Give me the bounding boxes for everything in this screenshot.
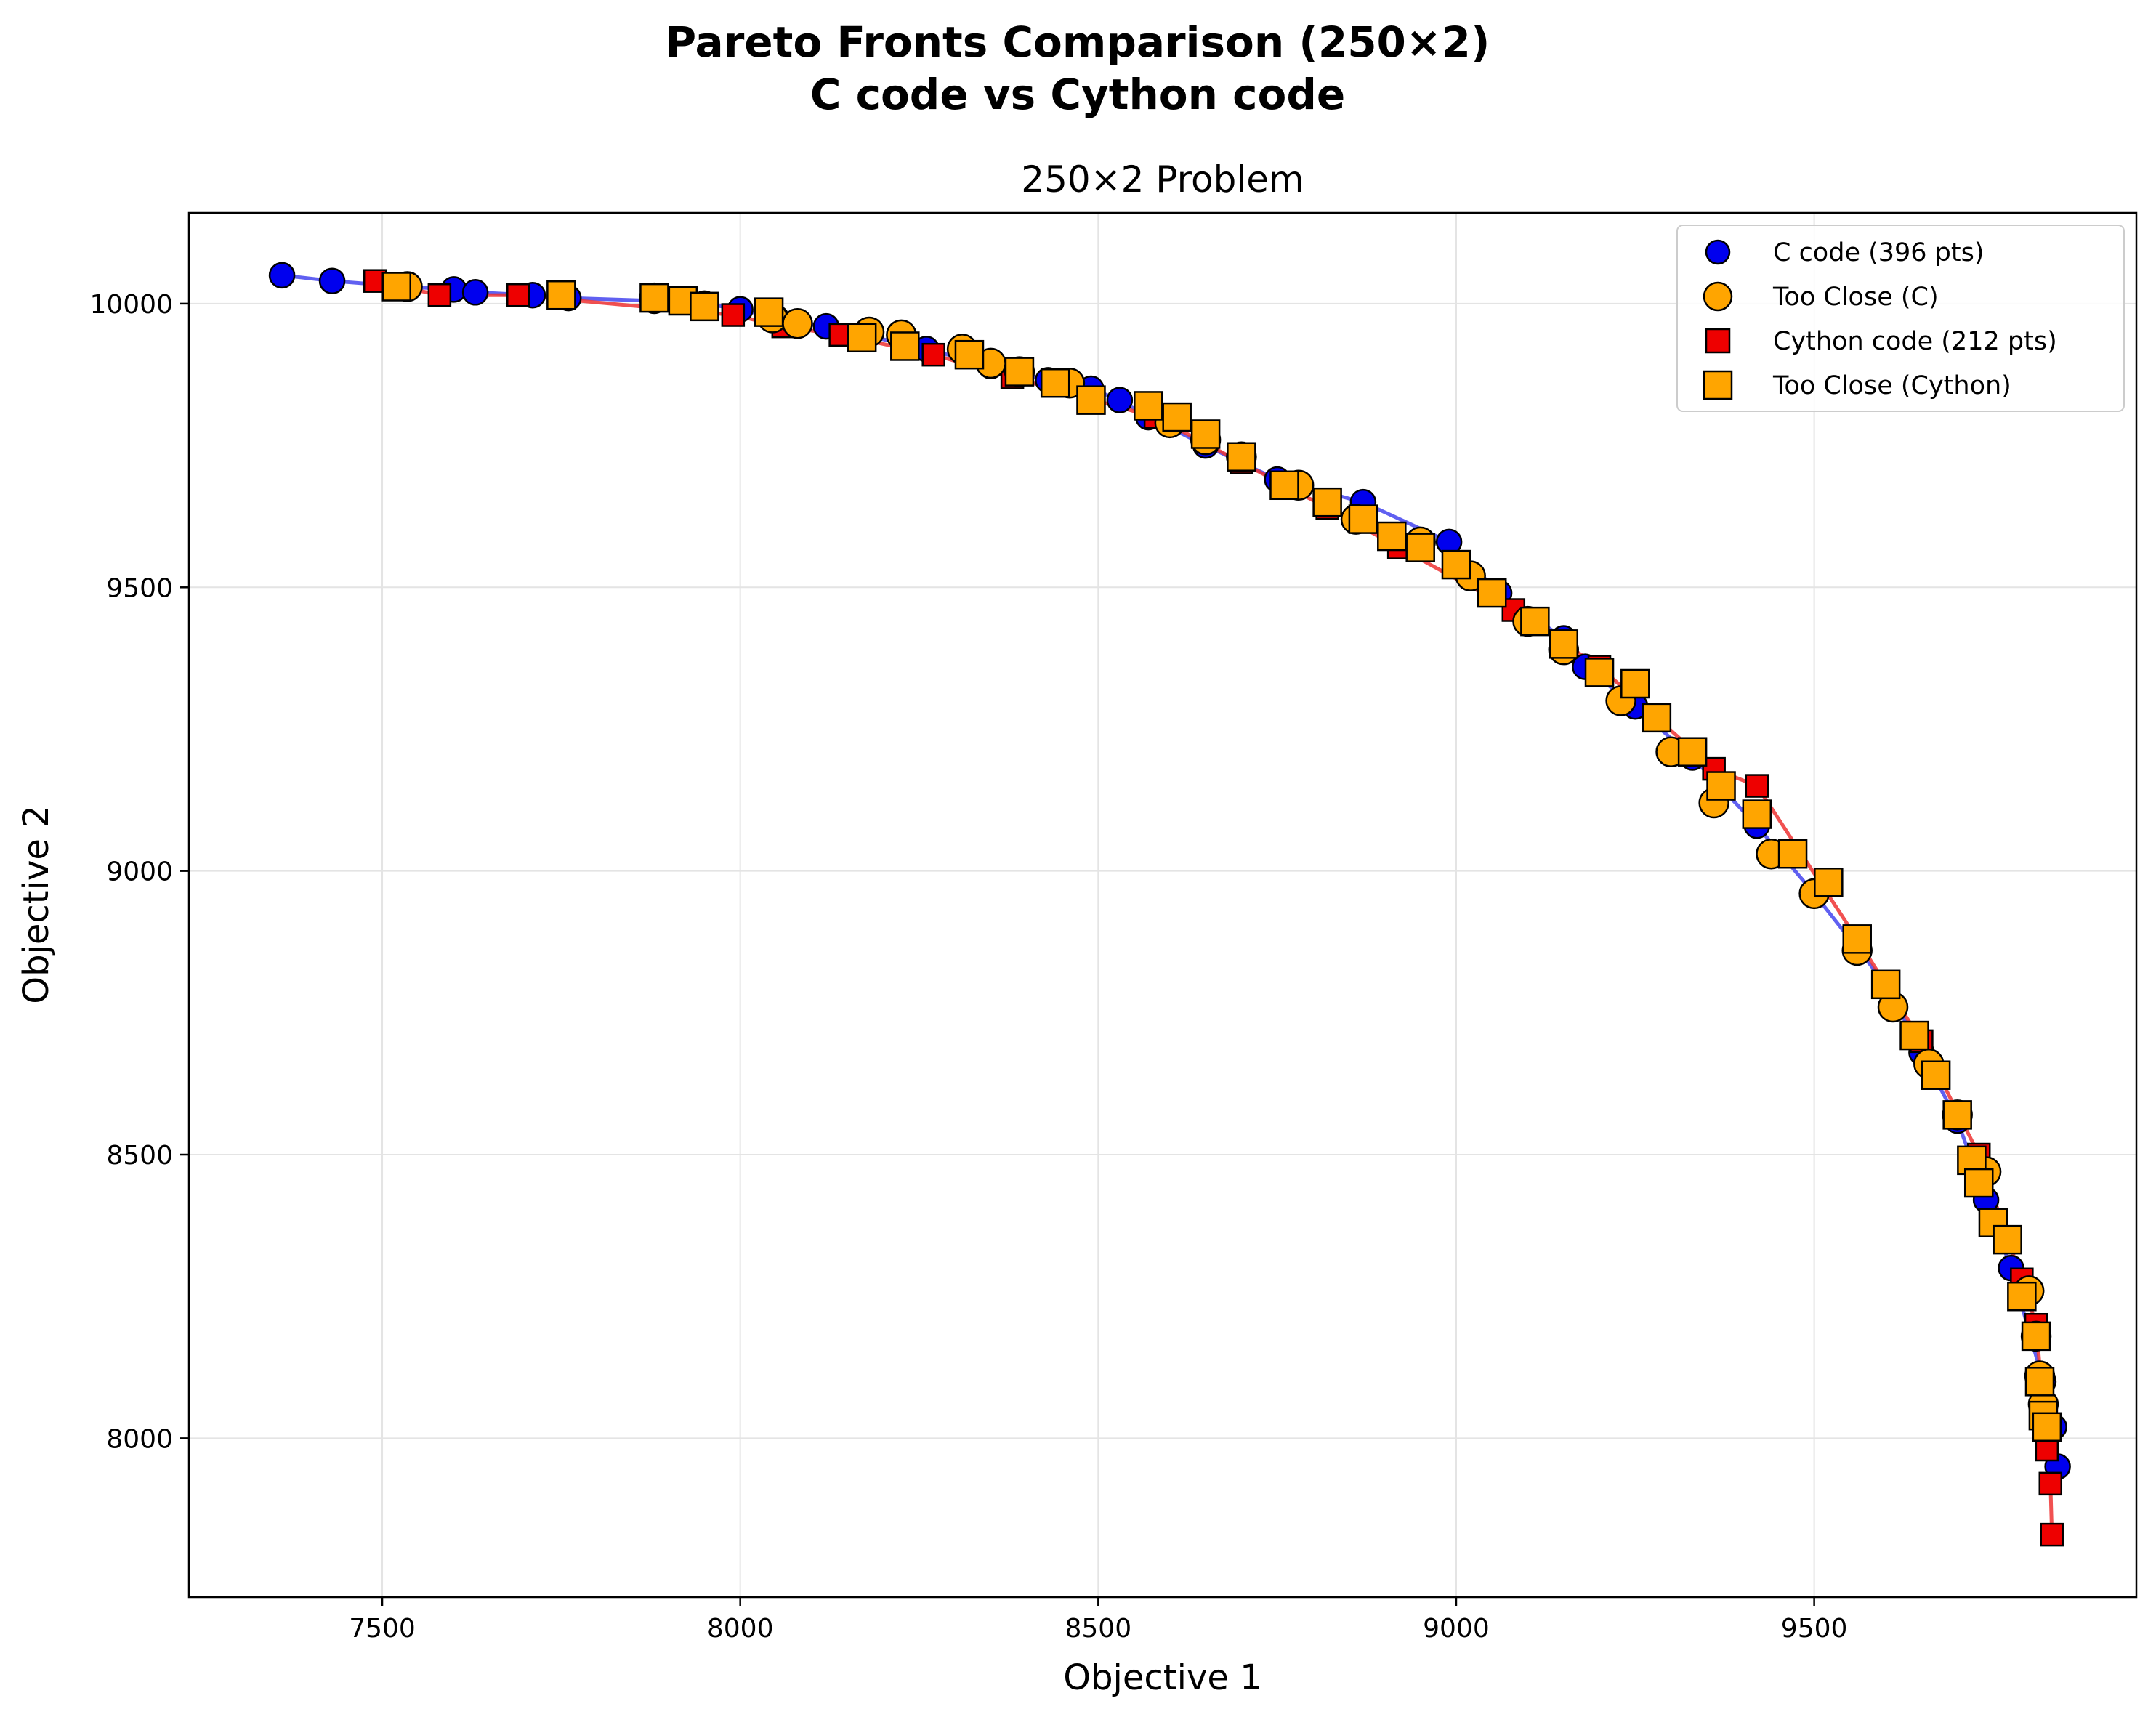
too-close-cython-point [639,283,669,313]
figure-title-line-1: Pareto Fronts Comparison (250×2) [666,17,1490,67]
too-close-cython-point [1441,549,1471,580]
too-close-cython-point [1040,368,1070,398]
too-close-cython-point [1377,521,1407,552]
c-code-point [268,262,296,289]
too-close-cython-point [1842,924,1872,954]
x-tick-label: 9500 [1781,1614,1848,1644]
too-close-cython-point [1190,419,1221,449]
too-close-cython-point [1004,357,1035,387]
cython-code-point [921,342,945,367]
too-close-cython-point [1963,1168,1994,1198]
too-close-cython-point [1814,868,1844,897]
too-close-cython-point [1520,606,1550,637]
too-close-cython-point [1584,658,1615,687]
too-close-cython-point [1076,385,1106,415]
too-close-cython-point [1348,504,1378,534]
x-tick-label: 8500 [1065,1614,1132,1644]
cython-code-point [506,283,530,307]
y-tick-label: 8500 [106,1141,173,1171]
legend-marker-too-close-cython [1703,370,1733,400]
y-tick-label: 9500 [106,573,173,603]
y-axis-ticks: 8000 8500 9000 9500 10000 [89,290,189,1454]
legend-label-c-code: C code (396 pts) [1773,238,1985,267]
cython-code-point [427,283,452,307]
y-tick-label: 10000 [89,290,173,320]
too-close-cython-point [2021,1321,2051,1352]
too-close-cython-point [1312,487,1342,517]
cython-code-point [1745,774,1769,798]
too-close-cython-point [1677,737,1708,767]
too-close-cython-point [847,323,877,353]
too-close-cython-point [1162,402,1192,432]
c-code-point [461,279,489,306]
too-close-cython-point [1777,839,1808,869]
too-close-cython-point [1549,629,1579,659]
too-close-cython-point [1620,668,1650,699]
too-close-cython-point [381,272,411,302]
x-axis-label: Objective 1 [1063,1657,1261,1698]
too-close-cython-point [954,339,985,370]
x-tick-label: 7500 [349,1614,416,1644]
too-close-cython-point [754,297,784,327]
legend-marker-c-code [1705,239,1731,265]
too-close-cython-point [1134,391,1163,421]
legend-label-cython-code: Cython code (212 pts) [1773,327,2057,356]
legend-label-too-close-c: Too Close (C) [1772,283,1939,312]
legend-marker-too-close-c [1703,281,1733,312]
c-code-point [318,267,346,294]
too-close-cython-point [1269,470,1299,501]
legend-marker-cython-code [1705,328,1731,354]
too-close-cython-point [2032,1412,2062,1442]
cython-code-point [2038,1471,2063,1496]
figure-title-line-2: C code vs Cython code [810,70,1345,119]
cython-code-point [721,303,746,327]
too-close-cython-point [1899,1020,1929,1051]
too-close-cython-point [2024,1367,2055,1397]
x-tick-label: 9000 [1423,1614,1490,1644]
x-tick-label: 8000 [707,1614,774,1644]
y-axis-label: Objective 2 [16,805,57,1003]
series-layer [268,262,2071,1547]
legend-label-too-close-cython: Too Close (Cython) [1772,371,2011,400]
too-close-cython-point [1993,1224,2022,1255]
too-close-cython-point [1227,442,1256,472]
too-close-cython-point [546,280,576,310]
too-close-cython-point [690,291,719,322]
cython-code-point [2035,1437,2059,1462]
too-close-cython-point [1477,578,1507,608]
too-close-cython-point [1870,969,1901,1000]
chart-title: 250×2 Problem [1021,158,1304,201]
too-close-cython-point [1706,771,1736,801]
legend-box [1676,225,2125,412]
legend: C code (396 pts) Too Close (C) Cython co… [1676,225,2125,412]
too-close-cython-point [1921,1060,1951,1090]
x-axis-ticks: 7500 8000 8500 9000 9500 [349,1597,1847,1644]
too-close-c-point [782,307,813,339]
y-tick-label: 9000 [106,857,173,887]
too-close-cython-point [890,331,920,361]
too-close-cython-point [1642,703,1672,733]
too-close-cython-point [1405,533,1435,562]
c-code-point [1106,387,1134,413]
y-tick-label: 8000 [106,1424,173,1454]
too-close-cython-point [1742,799,1772,829]
too-close-cython-point [2007,1281,2037,1312]
axes-frame [187,211,2138,1599]
cython-code-point [2040,1522,2064,1547]
too-close-cython-point [1942,1100,1972,1130]
